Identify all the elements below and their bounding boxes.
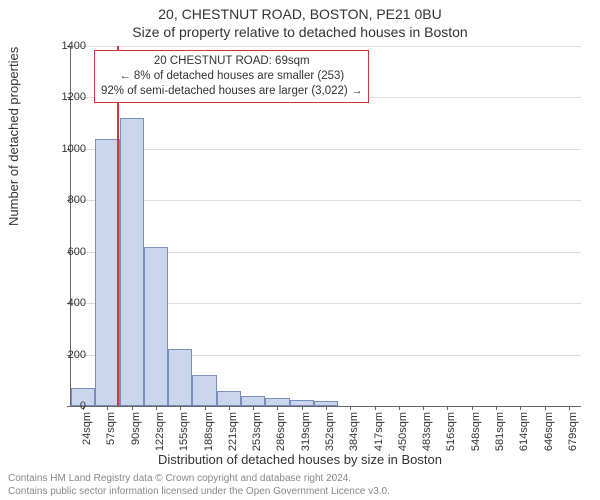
xtick-mark (302, 406, 303, 410)
gridline (71, 149, 581, 150)
xtick-mark (423, 406, 424, 410)
gridline (71, 200, 581, 201)
histogram-bar (120, 118, 144, 406)
xtick-label: 483sqm (421, 412, 433, 451)
xtick-mark (375, 406, 376, 410)
xtick-mark (277, 406, 278, 410)
histogram-bar (217, 391, 241, 406)
xtick-mark (472, 406, 473, 410)
ytick-label: 600 (30, 246, 86, 258)
xtick-label: 286sqm (275, 412, 287, 451)
xtick-mark (107, 406, 108, 410)
xtick-mark (132, 406, 133, 410)
xtick-mark (545, 406, 546, 410)
xtick-mark (180, 406, 181, 410)
ytick-label: 400 (30, 297, 86, 309)
chart-container: 20, CHESTNUT ROAD, BOSTON, PE21 0BU Size… (0, 0, 600, 500)
xtick-mark (399, 406, 400, 410)
title-line-1: 20, CHESTNUT ROAD, BOSTON, PE21 0BU (0, 6, 600, 24)
xtick-label: 253sqm (251, 412, 263, 451)
xtick-label: 90sqm (130, 412, 142, 445)
xtick-mark (569, 406, 570, 410)
ytick-label: 1200 (30, 91, 86, 103)
xtick-label: 24sqm (81, 412, 93, 445)
xtick-label: 450sqm (397, 412, 409, 451)
xtick-mark (229, 406, 230, 410)
xtick-label: 155sqm (178, 412, 190, 451)
x-axis-label: Distribution of detached houses by size … (0, 452, 600, 467)
xtick-label: 221sqm (227, 412, 239, 451)
footer-line-2: Contains public sector information licen… (8, 486, 390, 499)
footer: Contains HM Land Registry data © Crown c… (8, 473, 390, 498)
ytick-label: 800 (30, 194, 86, 206)
histogram-bar (144, 247, 168, 406)
xtick-label: 352sqm (324, 412, 336, 451)
xtick-label: 614sqm (518, 412, 530, 451)
xtick-label: 548sqm (470, 412, 482, 451)
xtick-mark (447, 406, 448, 410)
annotation-line-1: 20 CHESTNUT ROAD: 69sqm (101, 54, 362, 69)
histogram-bar (95, 139, 119, 406)
xtick-label: 581sqm (494, 412, 506, 451)
xtick-mark (326, 406, 327, 410)
xtick-label: 188sqm (203, 412, 215, 451)
xtick-label: 417sqm (373, 412, 385, 451)
xtick-mark (253, 406, 254, 410)
histogram-bar (168, 349, 192, 406)
histogram-bar (192, 375, 216, 406)
annotation-box: 20 CHESTNUT ROAD: 69sqm ← 8% of detached… (94, 50, 369, 103)
xtick-label: 57sqm (105, 412, 117, 445)
xtick-mark (520, 406, 521, 410)
xtick-label: 679sqm (567, 412, 579, 451)
xtick-label: 516sqm (445, 412, 457, 451)
title-line-2: Size of property relative to detached ho… (0, 24, 600, 42)
ytick-label: 1400 (30, 40, 86, 52)
xtick-label: 384sqm (348, 412, 360, 451)
ytick-label: 1000 (30, 143, 86, 155)
xtick-label: 646sqm (543, 412, 555, 451)
xtick-mark (496, 406, 497, 410)
ytick-label: 0 (30, 400, 86, 412)
annotation-line-2: ← 8% of detached houses are smaller (253… (101, 69, 362, 84)
xtick-mark (205, 406, 206, 410)
ytick-label: 200 (30, 349, 86, 361)
y-axis-label: Number of detached properties (6, 47, 21, 226)
gridline (71, 46, 581, 47)
xtick-mark (156, 406, 157, 410)
footer-line-1: Contains HM Land Registry data © Crown c… (8, 473, 390, 486)
histogram-bar (265, 398, 289, 406)
titles: 20, CHESTNUT ROAD, BOSTON, PE21 0BU Size… (0, 0, 600, 41)
xtick-mark (350, 406, 351, 410)
xtick-label: 122sqm (154, 412, 166, 451)
annotation-line-3: 92% of semi-detached houses are larger (… (101, 84, 362, 99)
xtick-label: 319sqm (300, 412, 312, 451)
histogram-bar (241, 396, 265, 406)
